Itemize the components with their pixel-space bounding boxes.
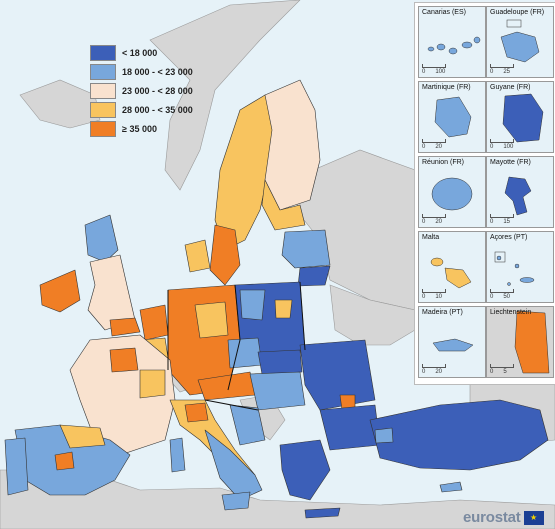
inset-acores: Açores (PT) 0 50 <box>486 231 554 303</box>
region-italy-south <box>204 429 263 501</box>
reunion-shape <box>431 177 473 211</box>
region-ireland <box>39 269 81 313</box>
region-greece <box>279 439 331 501</box>
acores-shape <box>494 251 535 286</box>
scale-bar: 0 20 <box>422 139 446 150</box>
region-czechia <box>227 337 263 369</box>
region-germany-east <box>194 301 229 339</box>
eu-flag-icon: ★ <box>523 510 544 525</box>
scale-bar: 0 10 <box>422 289 446 300</box>
region-slovakia <box>257 349 303 375</box>
region-finland-north <box>264 79 321 211</box>
inset-canarias: Canarias (ES) 0 100 <box>418 6 486 78</box>
scale-bar: 0 25 <box>490 64 514 75</box>
inset-guyane: Guyane (FR) 0 100 <box>486 81 554 153</box>
legend-item: 28 000 - < 35 000 <box>90 101 210 119</box>
legend-label: 18 000 - < 23 000 <box>122 67 193 77</box>
malta-shape <box>430 257 472 289</box>
region-cyprus <box>439 481 463 493</box>
north-africa <box>0 469 555 529</box>
region-warsaw <box>274 299 293 319</box>
legend-swatch <box>90 45 116 61</box>
region-france-east <box>139 369 166 399</box>
region-poland-west <box>239 289 266 321</box>
eurostat-wordmark: eurostat <box>463 509 521 526</box>
legend-label: < 18 000 <box>122 48 158 58</box>
map-legend: < 18 000 18 000 - < 23 000 23 000 - < 28… <box>90 44 210 139</box>
scale-bar: 0 100 <box>422 64 446 75</box>
mayotte-shape <box>504 176 532 216</box>
inset-guadeloupe: Guadeloupe (FR) 0 25 <box>486 6 554 78</box>
region-france <box>69 334 176 456</box>
guadeloupe-shape <box>500 19 540 63</box>
inset-title: Martinique (FR) <box>422 84 471 91</box>
scale-bar: 0 50 <box>490 289 514 300</box>
region-croatia <box>229 404 266 446</box>
scale-bar: 0 20 <box>422 214 446 225</box>
eurostat-logo: eurostat ★ <box>463 509 544 526</box>
inset-title: Açores (PT) <box>490 234 528 241</box>
ukraine-south <box>329 284 416 346</box>
inset-madeira: Madeira (PT) 0 20 <box>418 306 486 378</box>
region-lithuania <box>297 265 331 287</box>
region-london <box>109 317 141 337</box>
legend-item: 23 000 - < 28 000 <box>90 82 210 100</box>
legend-item: < 18 000 <box>90 44 210 62</box>
legend-label: 28 000 - < 35 000 <box>122 105 193 115</box>
inset-mayotte: Mayotte (FR) 0 15 <box>486 156 554 228</box>
guyane-shape <box>502 93 544 143</box>
region-istanbul <box>374 427 394 444</box>
martinique-shape <box>434 96 472 138</box>
region-spain-north <box>59 424 106 449</box>
region-stockholm <box>209 224 241 286</box>
region-sardinia <box>169 437 186 473</box>
legend-item: ≥ 35 000 <box>90 120 210 138</box>
region-portugal <box>4 437 29 496</box>
eu-regions <box>4 79 549 519</box>
region-scotland <box>84 214 119 263</box>
inset-malta: Malta 0 10 <box>418 231 486 303</box>
insets-panel: Canarias (ES) 0 100 Guadeloupe (FR) 0 25 M… <box>414 2 555 385</box>
madeira-shape <box>432 338 474 352</box>
region-denmark <box>184 239 211 273</box>
inset-title: Madeira (PT) <box>422 309 463 316</box>
region-crete <box>304 507 341 519</box>
inset-title: Malta <box>422 234 440 241</box>
region-turkiye <box>369 399 549 471</box>
scale-bar: 0 15 <box>490 214 514 225</box>
region-ile-de-france <box>109 347 139 373</box>
iceland <box>19 79 101 129</box>
region-helsinki <box>261 179 306 231</box>
legend-label: 23 000 - < 28 000 <box>122 86 193 96</box>
region-madrid <box>54 451 75 471</box>
legend-swatch <box>90 83 116 99</box>
legend-label: ≥ 35 000 <box>122 124 157 134</box>
inset-title: Guadeloupe (FR) <box>490 9 545 16</box>
region-baltics <box>281 229 331 269</box>
legend-swatch <box>90 64 116 80</box>
scale-bar: 0 20 <box>422 364 446 375</box>
legend-swatch <box>90 102 116 118</box>
liechtenstein-shape <box>487 307 553 377</box>
inset-title: Canarias (ES) <box>422 9 466 16</box>
region-netherlands <box>139 304 169 341</box>
region-hungary <box>249 371 306 411</box>
inset-martinique: Martinique (FR) 0 20 <box>418 81 486 153</box>
scale-bar: 0 100 <box>490 139 514 150</box>
inset-reunion: Réunion (FR) 0 20 <box>418 156 486 228</box>
region-sicily <box>221 491 251 511</box>
region-bulgaria <box>319 404 381 451</box>
canarias-shape <box>427 36 481 55</box>
country-borders <box>167 281 306 411</box>
legend-item: 18 000 - < 23 000 <box>90 63 210 81</box>
region-lombardia <box>184 402 209 423</box>
inset-title: Liechtenstein <box>490 309 532 316</box>
legend-swatch <box>90 121 116 137</box>
inset-title: Mayotte (FR) <box>490 159 531 166</box>
inset-title: Guyane (FR) <box>490 84 531 91</box>
inset-title: Réunion (FR) <box>422 159 465 166</box>
norway <box>149 0 301 191</box>
